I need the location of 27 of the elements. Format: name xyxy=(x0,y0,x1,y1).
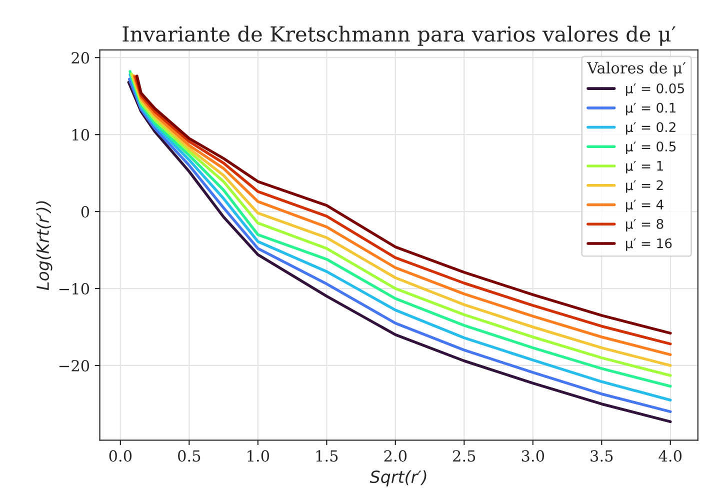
legend-label: μ′ = 4 xyxy=(626,200,664,212)
x-tick-label: 1.5 xyxy=(316,450,338,462)
legend-label: μ′ = 0.2 xyxy=(626,122,676,135)
x-tick-label: 3.5 xyxy=(590,450,613,462)
y-tick-label: 0 xyxy=(81,206,90,218)
y-tick-label: −20 xyxy=(59,360,90,372)
y-axis-title: Log(Krt(r′)) xyxy=(36,201,52,290)
x-tick-label: 0.5 xyxy=(178,450,200,462)
legend-label: μ′ = 0.1 xyxy=(626,102,676,116)
y-tick-label: 10 xyxy=(72,129,90,141)
x-tick-label: 1.0 xyxy=(248,450,270,462)
legend-label: μ′ = 0.05 xyxy=(626,83,684,96)
legend-label: μ′ = 1 xyxy=(626,161,663,174)
x-tick-label: 3.0 xyxy=(522,450,544,462)
y-tick-label: −10 xyxy=(59,282,90,295)
legend-title: Valores de μ′ xyxy=(586,62,686,77)
chart-title: Invariante de Kretschmann para varios valores de μ′ xyxy=(122,26,676,46)
y-tick-label: 20 xyxy=(72,52,90,64)
x-tick-label: 4.0 xyxy=(658,450,682,462)
legend-label: μ′ = 16 xyxy=(626,238,672,251)
legend-label: μ′ = 2 xyxy=(626,180,663,193)
legend-label: μ′ = 0.5 xyxy=(626,141,676,154)
x-tick-label: 0.0 xyxy=(109,450,132,462)
legend-label: μ′ = 8 xyxy=(626,218,664,232)
x-tick-label: 2.0 xyxy=(384,450,407,462)
x-axis-title: Sqrt(r′) xyxy=(370,470,426,486)
x-tick-label: 2.5 xyxy=(453,450,476,462)
